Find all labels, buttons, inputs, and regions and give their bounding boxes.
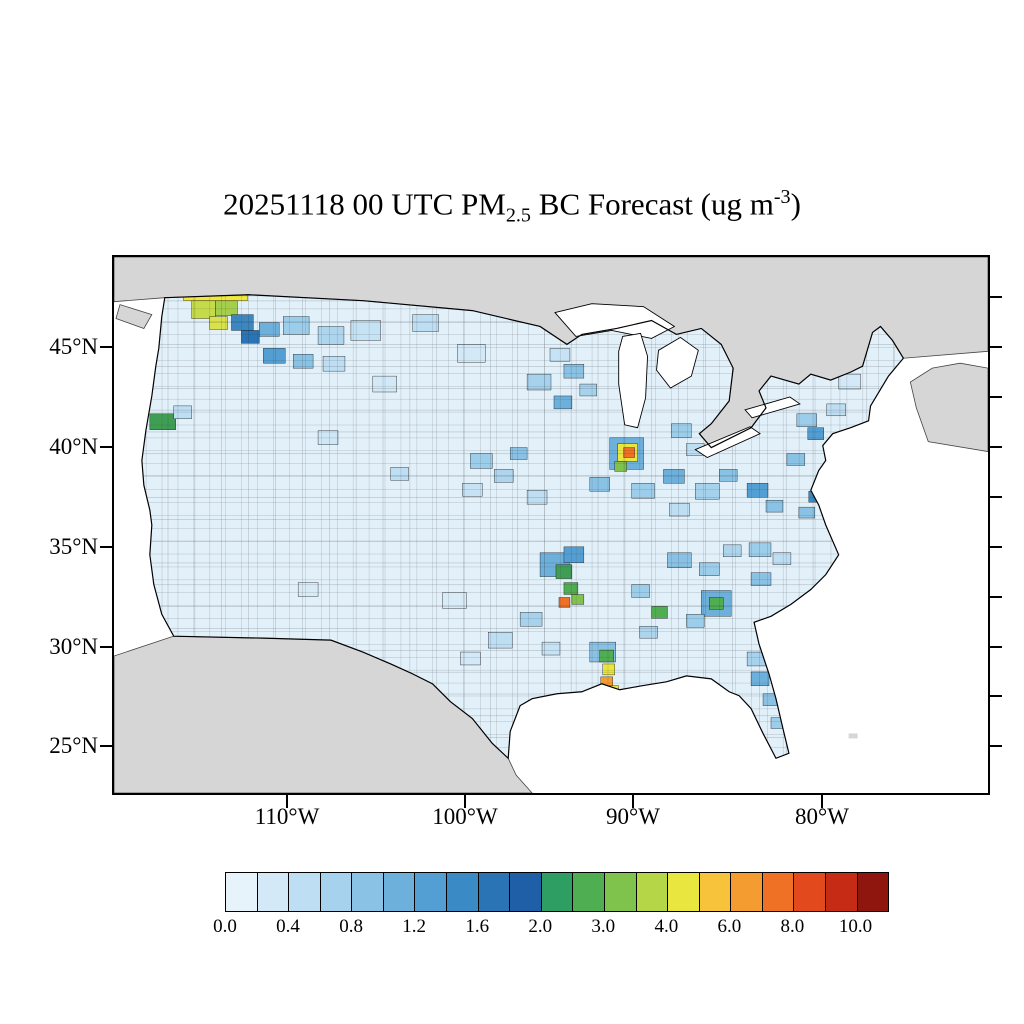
figure-title: 20251118 00 UTC PM2.5 BC Forecast (ug m-… (0, 186, 1024, 228)
colorbar-segment (699, 873, 732, 911)
y-axis-label-25n: 25°N (49, 733, 98, 758)
colorbar-tick-label: 8.0 (780, 916, 805, 937)
x-axis-label-110w: 110°W (254, 804, 320, 829)
x-axis-label-90w: 90°W (606, 804, 660, 829)
right-axis-tick (990, 446, 1002, 448)
colorbar-segment (257, 873, 290, 911)
colorbar-tick-label: 0.4 (276, 916, 300, 937)
right-axis-tick (990, 695, 1002, 697)
x-axis-tick (286, 795, 288, 808)
right-axis-tick (990, 396, 1002, 398)
us-choropleth-map (114, 257, 988, 793)
y-axis-label-40n: 40°N (49, 434, 98, 459)
colorbar-segment (731, 873, 763, 911)
right-axis-tick (990, 346, 1002, 348)
colorbar-segment (573, 873, 605, 911)
y-axis-tick (100, 346, 112, 348)
lake-huron (656, 336, 699, 389)
vancouver-island (115, 304, 153, 329)
colorbar (225, 872, 889, 912)
colorbar-tick-label: 0.8 (339, 916, 363, 937)
colorbar-segment (320, 873, 353, 911)
title-prefix: 20251118 00 UTC PM (223, 186, 506, 222)
y-axis-tick (100, 646, 112, 648)
colorbar-tick-label: 0.0 (213, 916, 237, 937)
colorbar-tick-label: 6.0 (717, 916, 742, 937)
lake-superior (554, 303, 676, 339)
colorbar-segment (289, 873, 321, 911)
colorbar-segment (636, 873, 669, 911)
colorbar-tick-label: 10.0 (838, 916, 873, 937)
lake-erie (694, 426, 761, 459)
colorbar-segment (352, 873, 384, 911)
x-axis-tick (821, 795, 823, 808)
island-speck (848, 733, 858, 739)
right-axis-tick (990, 596, 1002, 598)
colorbar-segment (794, 873, 826, 911)
colorbar-tick-label: 1.2 (402, 916, 427, 937)
nova-scotia-landmass (909, 362, 988, 452)
colorbar-segment (478, 873, 511, 911)
colorbar-segment (541, 873, 574, 911)
great-lakes (554, 303, 801, 459)
colorbar-segment (857, 873, 889, 911)
colorbar-segment (415, 873, 448, 911)
right-axis-tick (990, 546, 1002, 548)
colorbar-tick-label: 4.0 (654, 916, 679, 937)
colorbar-segment (604, 873, 637, 911)
lake-ontario (744, 396, 801, 419)
colorbar-labels: 0.0 0.4 0.8 1.2 1.6 2.0 3.0 4.0 6.0 8.0 10.0 (213, 916, 887, 942)
title-subscript: 2.5 (505, 204, 532, 227)
y-axis-label-45n: 45°N (49, 334, 98, 359)
colorbar-segment (668, 873, 700, 911)
x-axis-label-80w: 80°W (795, 804, 849, 829)
x-axis-tick (632, 795, 634, 808)
colorbar-segment (825, 873, 858, 911)
title-mid: BC Forecast (ug m (531, 186, 774, 222)
y-axis-tick (100, 745, 112, 747)
colorbar-segment (226, 873, 258, 911)
colorbar-segment (447, 873, 479, 911)
colorbar-tick-label: 2.0 (528, 916, 553, 937)
y-axis-tick (100, 546, 112, 548)
colorbar-segment (762, 873, 795, 911)
colorbar-tick-label: 1.6 (465, 916, 490, 937)
y-axis-tick (100, 446, 112, 448)
lake-michigan (618, 332, 649, 429)
x-axis-tick (464, 795, 466, 808)
y-axis-label-30n: 30°N (49, 634, 98, 659)
map-plot-area (112, 255, 990, 795)
right-axis-tick (990, 296, 1002, 298)
colorbar-segment (510, 873, 542, 911)
right-axis-tick (990, 646, 1002, 648)
right-axis-tick (990, 496, 1002, 498)
x-axis-label-100w: 100°W (432, 804, 498, 829)
title-suffix: ) (790, 186, 801, 222)
title-superscript: -3 (773, 186, 791, 208)
colorbar-segment (383, 873, 416, 911)
right-axis-tick (990, 745, 1002, 747)
colorbar-tick-label: 3.0 (591, 916, 616, 937)
y-axis-label-35n: 35°N (49, 534, 98, 559)
